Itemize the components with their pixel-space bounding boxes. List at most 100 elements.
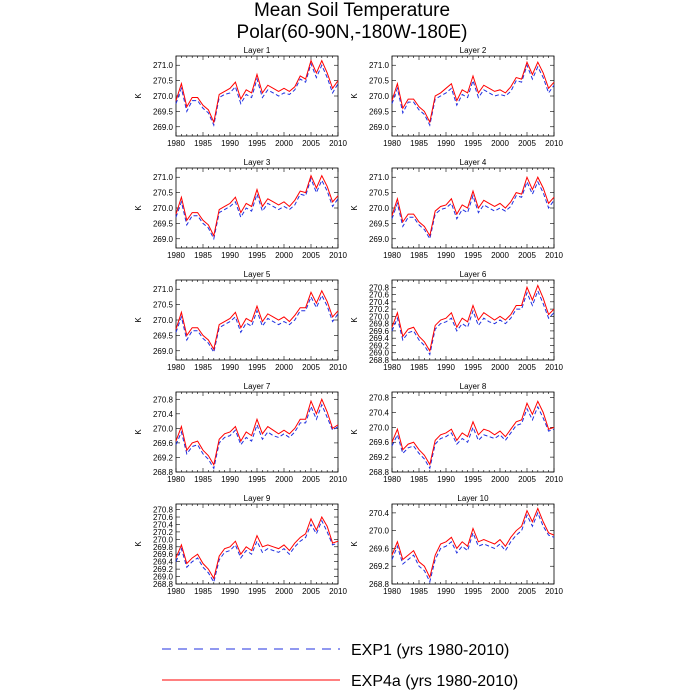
panel-layer-9-xtick-label: 2000	[275, 587, 293, 596]
panel-layer-1-ytick-label: 269.5	[153, 107, 174, 116]
panel-layer-8-xtick-label: 2010	[545, 475, 563, 484]
panel-layer-9-ylabel: K	[134, 541, 143, 547]
panel-layer-2-xtick-label: 1985	[410, 139, 428, 148]
panel-layer-1-xtick-label: 1995	[248, 139, 266, 148]
panel-layer-9-frame	[175, 503, 339, 585]
legend: EXP1 (yrs 1980-2010) EXP4a (yrs 1980-201…	[162, 642, 518, 690]
panel-layer-9-ytick-label: 270.2	[153, 528, 174, 537]
panel-layer-7-ytick-label: 269.2	[153, 453, 174, 462]
panel-layer-8-xtick-label: 2000	[491, 475, 509, 484]
panel-layer-1-xtick-label: 1990	[221, 139, 239, 148]
panel-layer-7-series-exp1	[175, 403, 339, 470]
panel-layer-6-ytick-label: 270.4	[369, 298, 390, 307]
panel-layer-9-title: Layer 9	[244, 494, 271, 503]
panel-layer-2-ylabel: K	[350, 93, 359, 99]
panel-layer-7-title: Layer 7	[244, 382, 271, 391]
panel-grid: Layer 1 K 1980 1985 1990 1995 2000 2005 2010 269.…	[134, 46, 563, 596]
panel-layer-3-xtick-label: 1985	[194, 251, 212, 260]
panel-layer-8-series-exp4a	[391, 400, 555, 466]
panel-layer-8-ytick-label: 268.8	[369, 468, 390, 477]
panel-layer-3-ytick-label: 270.5	[153, 189, 174, 198]
panel-layer-3-xtick-label: 2005	[302, 251, 320, 260]
panel-layer-10-ytick-label: 270.4	[369, 509, 390, 518]
panel-layer-2-xtick-label: 1995	[464, 139, 482, 148]
panel-layer-6-ytick-label: 269.0	[369, 349, 390, 358]
panel-layer-2-ytick-label: 271.0	[369, 61, 390, 70]
panel-layer-10-ytick-label: 268.8	[369, 580, 390, 589]
panel-layer-3-series-exp4a	[175, 174, 339, 238]
panel-layer-7-ylabel: K	[134, 429, 143, 435]
panel-layer-4-ytick-label: 271.0	[369, 173, 390, 182]
panel-layer-10-xtick-label: 2010	[545, 587, 563, 596]
panel-layer-9-ytick-label: 269.4	[153, 558, 174, 567]
panel-layer-1-ytick-label: 270.0	[153, 92, 174, 101]
panel-layer-8-ytick-label: 270.0	[369, 423, 390, 432]
panel-layer-8-ytick-label: 270.4	[369, 408, 390, 417]
panel-layer-1-series-exp4a	[175, 59, 339, 124]
panel-layer-2-ytick-label: 269.0	[369, 123, 390, 132]
panel-layer-5-frame	[175, 279, 339, 361]
panel-layer-6-ytick-label: 268.8	[369, 356, 390, 365]
panel-layer-2-title: Layer 2	[460, 46, 487, 55]
panel-layer-6-series-exp4a	[391, 284, 555, 353]
panel-layer-3-title: Layer 3	[244, 158, 271, 167]
panel-layer-1-xtick-label: 1980	[167, 139, 185, 148]
panel-layer-1-xtick-label: 2010	[329, 139, 347, 148]
legend-label-exp4a: EXP4a (yrs 1980-2010)	[351, 673, 518, 690]
panel-layer-10: Layer 10 K 1980 1985 1990 1995 2000 2005 2010 268…	[350, 494, 563, 596]
panel-layer-7-xtick-label: 2000	[275, 475, 293, 484]
panel-layer-7-frame	[175, 391, 339, 473]
panel-layer-2-ytick-label: 270.0	[369, 92, 390, 101]
panel-layer-4-xtick-label: 1985	[410, 251, 428, 260]
panel-layer-10-ylabel: K	[350, 541, 359, 547]
panel-layer-6-xtick-label: 2005	[518, 363, 536, 372]
panel-layer-7-xtick-label: 1995	[248, 475, 266, 484]
panel-layer-4: Layer 4 K 1980 1985 1990 1995 2000 2005 2010 269.…	[350, 158, 563, 260]
panel-layer-7-xtick-label: 2010	[329, 475, 347, 484]
panel-layer-7-series-exp4a	[175, 397, 339, 467]
panel-layer-5-xtick-label: 2000	[275, 363, 293, 372]
panel-layer-8-ytick-label: 270.8	[369, 394, 390, 403]
panel-layer-4-ytick-label: 269.5	[369, 219, 390, 228]
panel-layer-6: Layer 6 K 1980 1985 1990 1995 2000 2005 2010 268.…	[350, 270, 563, 372]
panel-layer-4-xtick-label: 1980	[383, 251, 401, 260]
panel-layer-9-ytick-label: 270.4	[153, 520, 174, 529]
panel-layer-4-title: Layer 4	[460, 158, 487, 167]
panel-layer-10-series-exp1	[391, 511, 555, 584]
panel-layer-7-ytick-label: 270.0	[153, 424, 174, 433]
panel-layer-4-xtick-label: 2000	[491, 251, 509, 260]
panel-layer-7-ytick-label: 268.8	[153, 468, 174, 477]
panel-layer-8-xtick-label: 1995	[464, 475, 482, 484]
panel-layer-5-xtick-label: 2005	[302, 363, 320, 372]
panel-layer-1-xtick-label: 2005	[302, 139, 320, 148]
panel-layer-3-xtick-label: 1995	[248, 251, 266, 260]
panel-layer-6-ytick-label: 269.6	[369, 327, 390, 336]
panel-layer-7: Layer 7 K 1980 1985 1990 1995 2000 2005 2010 268.…	[134, 382, 347, 484]
panel-layer-7-xtick-label: 2005	[302, 475, 320, 484]
panel-layer-2-xtick-label: 1980	[383, 139, 401, 148]
panel-layer-9-xtick-label: 1990	[221, 587, 239, 596]
panel-layer-6-ylabel: K	[350, 317, 359, 323]
panel-layer-4-xtick-label: 2005	[518, 251, 536, 260]
panel-layer-3-xtick-label: 2000	[275, 251, 293, 260]
panel-layer-6-ytick-label: 270.2	[369, 305, 390, 314]
panel-layer-6-xtick-label: 1980	[383, 363, 401, 372]
panel-layer-8-ytick-label: 269.2	[369, 453, 390, 462]
panel-layer-1-ytick-label: 269.0	[153, 123, 174, 132]
panel-layer-5-xtick-label: 1980	[167, 363, 185, 372]
panel-layer-6-title: Layer 6	[460, 270, 487, 279]
panel-layer-2-xtick-label: 2010	[545, 139, 563, 148]
panel-layer-7-ytick-label: 269.6	[153, 439, 174, 448]
panel-layer-8-title: Layer 8	[460, 382, 487, 391]
panel-layer-3-xtick-label: 1980	[167, 251, 185, 260]
panel-layer-2: Layer 2 K 1980 1985 1990 1995 2000 2005 2010 269.…	[350, 46, 563, 148]
panel-layer-9-xtick-label: 2010	[329, 587, 347, 596]
panel-layer-5-ytick-label: 269.5	[153, 331, 174, 340]
panel-layer-9-ytick-label: 268.8	[153, 580, 174, 589]
panel-layer-10-xtick-label: 1995	[464, 587, 482, 596]
panel-layer-9-xtick-label: 1985	[194, 587, 212, 596]
figure-title-line-1: Mean Soil Temperature	[254, 0, 450, 21]
panel-layer-4-series-exp1	[391, 180, 555, 241]
panel-layer-7-xtick-label: 1985	[194, 475, 212, 484]
